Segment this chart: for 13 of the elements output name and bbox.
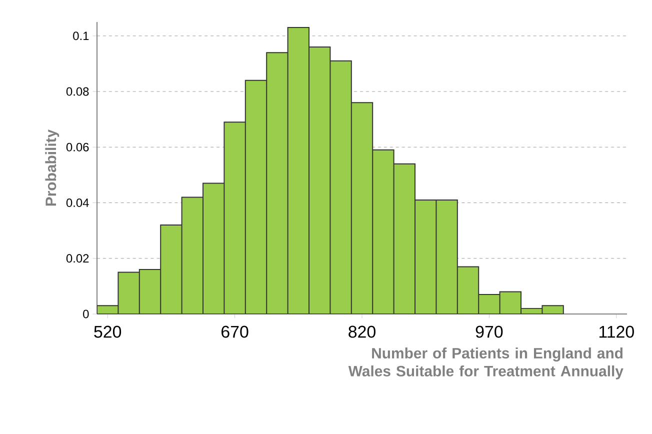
x-tick-label: 670 [222, 326, 248, 338]
y-tick-label: 0 [83, 310, 89, 318]
y-tick-label: 0.04 [66, 198, 89, 207]
y-tick-label: 0.06 [66, 142, 89, 152]
y-tick-label: 0.1 [73, 32, 89, 40]
y-tick-label: 0.02 [66, 254, 89, 263]
y-tick-label: 0.08 [66, 87, 89, 96]
x-tick-label: 820 [348, 326, 376, 338]
x-tick-label: 1120 [599, 326, 634, 338]
y-axis-title: Probability [45, 129, 60, 206]
x-tick-label: 970 [476, 326, 503, 338]
x-axis-title: Number of Patients in England and Wales Suitable for Treatment Annually [348, 348, 624, 380]
x-tick-label: 520 [94, 326, 122, 338]
